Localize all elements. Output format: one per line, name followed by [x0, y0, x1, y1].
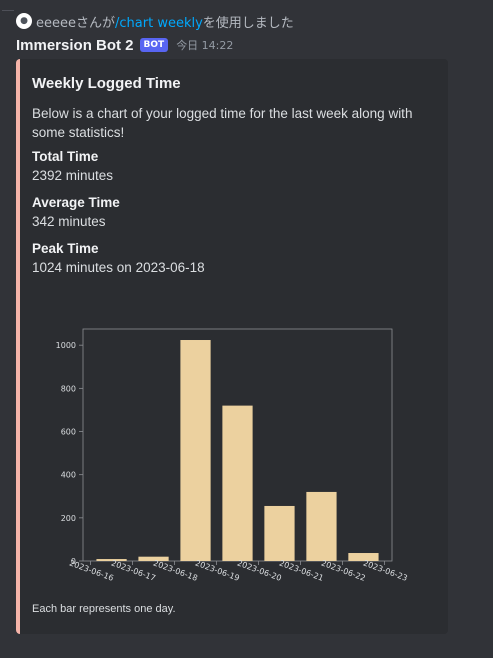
field-average-time: Average Time 342 minutes	[32, 194, 120, 232]
reply-context: ● eeeeeさんが/chart weeklyを使用しました	[0, 10, 493, 31]
x-tick-label: 2023-06-22	[320, 558, 367, 582]
bot-badge: BOT	[139, 38, 169, 52]
x-tick-label: 2023-06-20	[236, 558, 283, 582]
x-tick-label: 2023-06-19	[194, 558, 241, 582]
field-total-time: Total Time 2392 minutes	[32, 148, 113, 186]
reply-text: eeeeeさんが/chart weeklyを使用しました	[36, 12, 294, 31]
field-value: 1024 minutes on 2023-06-18	[32, 260, 205, 275]
field-name: Peak Time	[32, 241, 99, 256]
reply-username[interactable]: eeeee	[36, 16, 76, 31]
y-tick-label: 200	[61, 514, 76, 523]
user-avatar-icon[interactable]: ●	[16, 13, 32, 29]
reply-text-after: を使用しました	[202, 16, 294, 31]
reply-connector-line	[2, 10, 14, 11]
x-tick-label: 2023-06-18	[152, 558, 199, 582]
message-timestamp: 今日 14:22	[176, 39, 234, 52]
chart-bar	[96, 559, 127, 561]
chart-bar	[306, 491, 337, 561]
field-name: Average Time	[32, 195, 120, 210]
y-tick-label: 1000	[56, 341, 76, 350]
embed-card: Weekly Logged Time Below is a chart of y…	[16, 59, 448, 634]
x-tick-label: 2023-06-23	[362, 558, 409, 582]
chart-bar	[222, 405, 253, 561]
field-peak-time: Peak Time 1024 minutes on 2023-06-18	[32, 240, 205, 278]
y-tick-label: 800	[61, 384, 76, 393]
embed-footer: Each bar represents one day.	[32, 603, 176, 615]
x-tick-label: 2023-06-16	[68, 558, 115, 582]
slash-command-link[interactable]: /chart weekly	[115, 16, 203, 31]
y-tick-label: 400	[61, 471, 76, 480]
bar-chart: 020040060080010002023-06-162023-06-17202…	[56, 328, 409, 583]
message-header: Immersion Bot 2 BOT 今日 14:22	[16, 35, 233, 55]
bot-username[interactable]: Immersion Bot 2	[16, 36, 134, 54]
reply-text-before: さんが	[76, 16, 116, 31]
x-tick-label: 2023-06-21	[278, 558, 325, 582]
chart-image[interactable]: 0 200 400 600 800 1000 2023-06-16 2023-06-17 202…	[20, 305, 448, 605]
chart-bar	[180, 340, 211, 561]
chart-bar	[138, 556, 169, 561]
field-value: 2392 minutes	[32, 168, 114, 183]
embed-description: Below is a chart of your logged time for…	[32, 106, 413, 140]
embed-title: Weekly Logged Time	[32, 75, 181, 92]
chart-bar	[348, 553, 379, 561]
y-tick-label: 0	[71, 557, 76, 566]
chart-bar	[264, 505, 295, 561]
y-tick-label: 600	[61, 428, 76, 437]
field-name: Total Time	[32, 149, 99, 164]
field-value: 342 minutes	[32, 214, 106, 229]
x-tick-label: 2023-06-17	[110, 558, 157, 582]
